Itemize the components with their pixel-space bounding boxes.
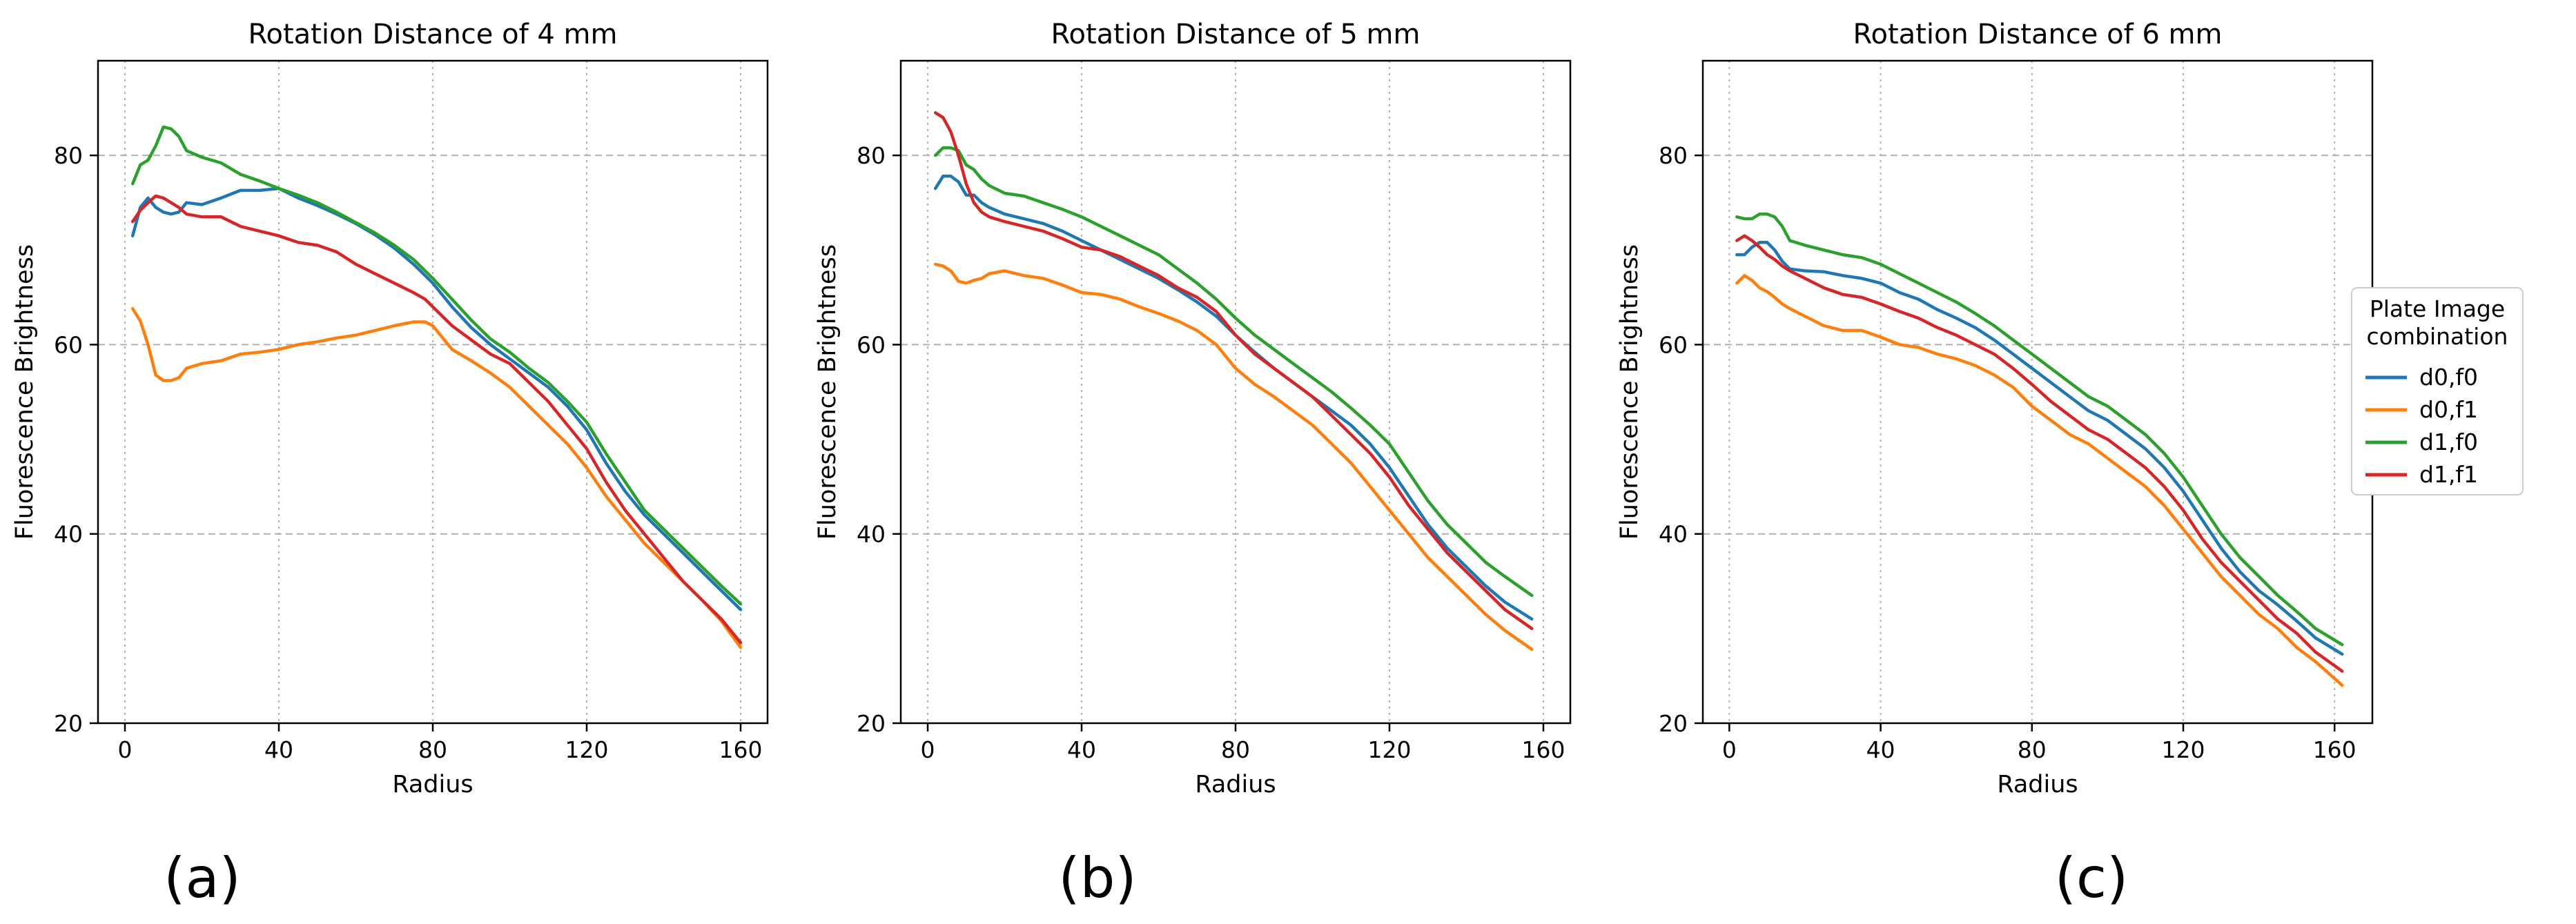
panel-label: (a) [164, 846, 240, 910]
legend-label-d1-f1: d1,f1 [2419, 461, 2478, 488]
series-line-d0-f1 [130, 307, 743, 649]
y-axis-label: Fluorescence Brightness [11, 244, 39, 540]
series-line-d0-f0 [933, 175, 1534, 621]
series-lines [1735, 212, 2344, 687]
y-tick-label: 60 [1659, 331, 1688, 358]
legend-title: Plate Image [2370, 295, 2505, 322]
y-tick-label: 20 [54, 710, 83, 737]
panel-label: (c) [2055, 846, 2128, 910]
x-tick-label: 120 [565, 736, 608, 763]
x-tick-label: 80 [2018, 736, 2047, 763]
series-line-d1-f1 [130, 194, 743, 645]
legend-title: combination [2367, 323, 2508, 350]
chart-title: Rotation Distance of 4 mm [248, 19, 618, 50]
ticks: 0 40 80 120 160 20 40 60 80 [54, 142, 762, 763]
y-tick-label: 60 [54, 331, 83, 358]
x-tick-label: 160 [719, 736, 762, 763]
series-line-d0-f1 [1735, 274, 2344, 687]
series-line-d1-f0 [933, 146, 1534, 598]
series-line-d1-f0 [1735, 212, 2344, 647]
x-tick-label: 0 [118, 736, 133, 763]
x-axis-label: Radius [392, 771, 473, 798]
x-tick-label: 40 [1866, 736, 1895, 763]
chart-title: Rotation Distance of 5 mm [1051, 19, 1421, 50]
chart-panel-c: Rotation Distance of 6 mm Radius Fluores… [1616, 19, 2374, 910]
y-tick-label: 60 [857, 331, 886, 358]
y-tick-label: 20 [1659, 710, 1688, 737]
series-lines [130, 125, 743, 649]
y-tick-label: 80 [857, 142, 886, 169]
y-axis-label: Fluorescence Brightness [814, 244, 841, 540]
ticks: 0 40 80 120 160 20 40 60 80 [857, 142, 1565, 763]
x-tick-label: 160 [2313, 736, 2357, 763]
legend-label-d1-f0: d1,f0 [2419, 429, 2478, 455]
ticks: 0 40 80 120 160 20 40 60 80 [1659, 142, 2357, 763]
series-line-d1-f1 [1735, 234, 2344, 673]
legend-label-d0-f1: d0,f1 [2419, 396, 2478, 423]
series-line-d1-f1 [933, 111, 1534, 631]
x-tick-label: 40 [264, 736, 293, 763]
legend-label-d0-f0: d0,f0 [2419, 364, 2478, 391]
y-tick-label: 20 [857, 710, 886, 737]
series-lines [933, 111, 1534, 651]
x-tick-label: 0 [1722, 736, 1737, 763]
chart-panel-b: Rotation Distance of 5 mm Radius Fluores… [814, 19, 1572, 910]
y-tick-label: 80 [54, 142, 83, 169]
x-axis-label: Radius [1997, 771, 2078, 798]
panel-label: (b) [1058, 846, 1136, 910]
x-axis-label: Radius [1195, 771, 1276, 798]
legend: Plate Image combination d0,f0 d0,f1 d1,f0 d… [2351, 287, 2524, 495]
series-line-d0-f1 [933, 262, 1534, 651]
series-line-d0-f0 [1735, 241, 2344, 656]
x-tick-label: 40 [1067, 736, 1096, 763]
x-tick-label: 120 [2161, 736, 2205, 763]
chart-title: Rotation Distance of 6 mm [1853, 19, 2223, 50]
series-line-d1-f0 [130, 125, 743, 606]
y-tick-label: 40 [1659, 521, 1688, 548]
x-tick-label: 0 [921, 736, 935, 763]
y-tick-label: 40 [54, 521, 83, 548]
x-tick-label: 80 [1221, 736, 1250, 763]
y-tick-label: 80 [1659, 142, 1688, 169]
y-tick-label: 40 [857, 521, 886, 548]
x-tick-label: 120 [1367, 736, 1411, 763]
x-tick-label: 80 [418, 736, 447, 763]
y-axis-label: Fluorescence Brightness [1616, 244, 1643, 540]
chart-panel-a: Rotation Distance of 4 mm Radius Fluores… [11, 19, 769, 910]
x-tick-label: 160 [1521, 736, 1565, 763]
